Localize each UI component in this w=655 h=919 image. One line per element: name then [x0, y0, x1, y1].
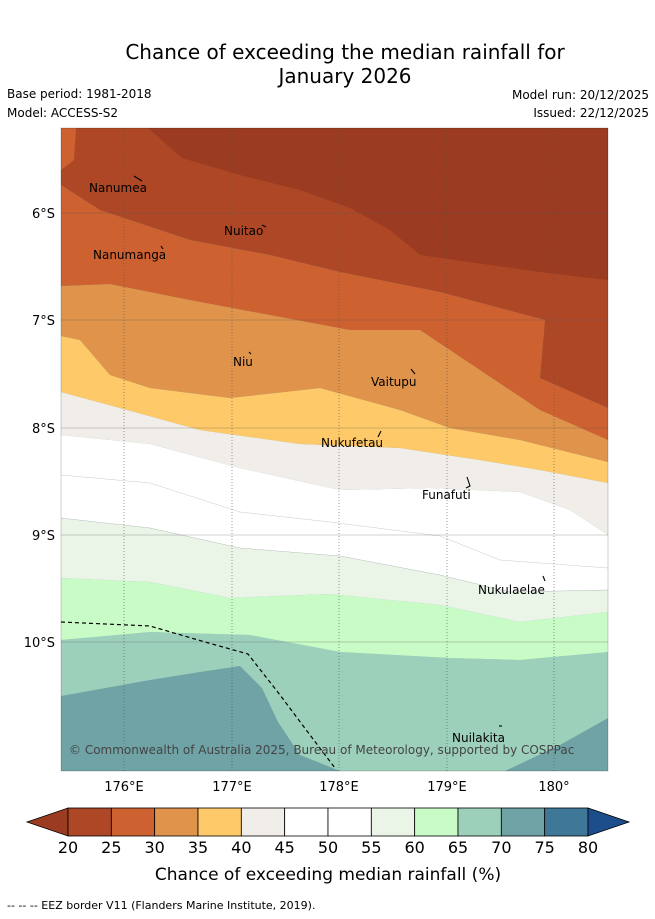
contour-lines: [61, 474, 608, 593]
latitude-axis: 6°S 7°S 8°S 9°S 10°S: [24, 207, 55, 651]
title-line-1: Chance of exceeding the median rainfall …: [125, 40, 565, 64]
colorbar-under-arrow: [25, 807, 69, 837]
colorbar: 20 25 30 35 40 45 50 55 60 65 70 75 80 Chance of exc…: [25, 807, 631, 885]
colorbar-tick-70: 70: [491, 838, 511, 857]
copyright-notice: © Commonwealth of Australia 2025, Bureau…: [69, 743, 574, 757]
band-25-30-corner: [61, 128, 76, 170]
lat-label-10s: 10°S: [24, 636, 55, 651]
colorbar-cell-55-60: [370, 807, 416, 837]
island-nanumanga-shape: [160, 245, 164, 250]
colorbar-cell-70-75: [500, 807, 546, 837]
colorbar-tick-55: 55: [361, 838, 381, 857]
band-40-45: [61, 392, 608, 535]
place-label-nanumea: Nanumea: [89, 181, 147, 195]
colorbar-tick-80: 80: [578, 838, 598, 857]
place-label-nanumanga: Nanumanga: [93, 248, 166, 262]
lat-label-7s: 7°S: [32, 314, 55, 329]
colorbar-cell-35-40: [197, 807, 242, 837]
colorbar-cell-40-45: [240, 807, 286, 837]
island-nanumea-shape: [133, 175, 143, 182]
lat-label-6s: 6°S: [32, 207, 55, 222]
colorbar-cell-20-25: [67, 807, 112, 837]
colorbar-cell-75-80: [544, 807, 589, 837]
band-below-20: [148, 128, 608, 280]
band-25-30: [61, 185, 608, 440]
island-funafuti-shape: [465, 476, 471, 489]
colorbar-tick-25: 25: [101, 838, 121, 857]
colorbar-cell-50-55: [327, 807, 372, 837]
colorbar-cell-25-30: [110, 807, 156, 837]
colorbar-ticks: 20 25 30 35 40 45 50 55 60 65 70 75 80: [58, 838, 598, 857]
longitude-gridlines: [123, 128, 555, 771]
base-period: Base period: 1981-2018: [7, 87, 152, 101]
colorbar-tick-75: 75: [534, 838, 554, 857]
band-55-60: [61, 518, 608, 622]
model-run: Model run: 20/12/2025: [511, 88, 649, 102]
eez-legend-note: -- -- -- EEZ border V11 (Flanders Marine…: [7, 899, 316, 912]
lon-label-180: 180°: [538, 780, 569, 795]
place-label-nukufetau: Nukufetau: [321, 436, 383, 450]
colorbar-cell-45-50: [284, 807, 329, 837]
place-label-nuilakita: Nuilakita: [452, 731, 505, 745]
lat-label-9s: 9°S: [32, 529, 55, 544]
place-label-vaitupu: Vaitupu: [371, 375, 417, 389]
place-label-nuitao: Nuitao: [224, 224, 263, 238]
island-vaitupu-shape: [410, 368, 416, 375]
colorbar-tick-30: 30: [144, 838, 164, 857]
lon-label-178e: 178°E: [319, 780, 359, 795]
island-niu-shape: [248, 351, 252, 355]
probability-contours: Nanumea Nuitao Nanumanga Niu Vaitupu Nuk…: [61, 128, 608, 771]
lon-label-176e: 176°E: [104, 780, 144, 795]
island-shapes: [133, 175, 546, 727]
island-nuitao-shape: [261, 224, 267, 228]
colorbar-tick-65: 65: [448, 838, 468, 857]
longitude-axis: 176°E 177°E 178°E 179°E 180°: [104, 780, 569, 795]
colorbar-tick-60: 60: [404, 838, 424, 857]
band-65-70: [61, 632, 608, 771]
place-label-funafuti: Funafuti: [422, 488, 471, 502]
eez-border: [61, 621, 336, 769]
issued-date: Issued: 22/12/2025: [533, 106, 649, 120]
island-nukufetau-shape: [377, 430, 382, 438]
colorbar-over-arrow: [587, 807, 631, 837]
latitude-gridlines: [61, 212, 608, 643]
map-title: Chance of exceeding the median rainfall …: [0, 40, 655, 88]
band-45-55: [61, 435, 608, 592]
colorbar-cell-60-65: [414, 807, 459, 837]
colorbar-tick-50: 50: [318, 838, 338, 857]
colorbar-title: Chance of exceeding median rainfall (%): [155, 865, 501, 885]
lon-label-179e: 179°E: [427, 780, 467, 795]
colorbar-tick-45: 45: [274, 838, 294, 857]
band-60-65: [61, 578, 608, 660]
colorbar-cell-65-70: [457, 807, 502, 837]
colorbar-cells: [67, 807, 589, 837]
colorbar-tick-35: 35: [188, 838, 208, 857]
place-label-nukulaelae: Nukulaelae: [478, 583, 545, 597]
band-30-35: [61, 284, 608, 462]
band-35-40: [61, 336, 608, 483]
colorbar-cell-30-35: [154, 807, 199, 837]
colorbar-tick-40: 40: [231, 838, 251, 857]
lat-label-8s: 8°S: [32, 422, 55, 437]
place-label-niu: Niu: [233, 355, 253, 369]
title-line-2: January 2026: [278, 64, 412, 88]
map-frame: [60, 127, 609, 772]
model-name: Model: ACCESS-S2: [7, 106, 119, 120]
island-nukulaelae-shape: [542, 575, 546, 582]
colorbar-tick-20: 20: [58, 838, 78, 857]
lon-label-177e: 177°E: [212, 780, 252, 795]
